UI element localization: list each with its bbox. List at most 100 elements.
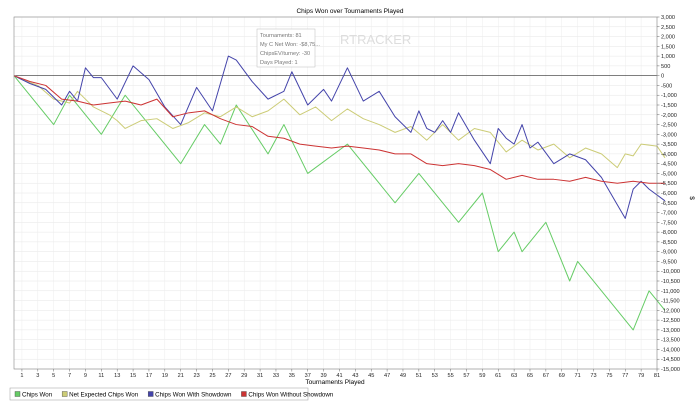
y-tick-label: 2,500 <box>661 25 675 31</box>
x-tick-label: 59 <box>479 373 485 379</box>
legend-swatch <box>61 391 68 397</box>
series-line-chips-won-with-showdown <box>13 55 666 219</box>
x-tick-label: 77 <box>622 373 628 379</box>
x-tick-label: 35 <box>289 373 295 379</box>
y-tick-label: -5,500 <box>661 181 677 187</box>
y-tick-label: 3,000 <box>661 15 675 21</box>
y-tick-label: 1,500 <box>661 44 675 50</box>
y-tick-label: -15,000 <box>661 367 680 373</box>
x-tick-label: 57 <box>463 373 469 379</box>
y-tick-label: -11,500 <box>661 299 680 305</box>
x-tick-label: 23 <box>193 373 199 379</box>
x-tick-label: 55 <box>447 373 453 379</box>
y-tick-label: -11,000 <box>661 289 680 295</box>
x-tick-label: 15 <box>130 373 136 379</box>
x-tick-label: 43 <box>352 373 358 379</box>
y-tick-label: -6,000 <box>661 191 677 197</box>
y-tick-label: -10,500 <box>661 279 680 285</box>
y-tick-label: -1,500 <box>661 103 677 109</box>
y-tick-label: -9,500 <box>661 259 677 265</box>
x-tick-label: 33 <box>273 373 279 379</box>
x-tick-label: 53 <box>432 373 438 379</box>
x-tick-label: 81 <box>654 373 660 379</box>
x-tick-label: 45 <box>368 373 374 379</box>
x-tick-label: 7 <box>68 373 71 379</box>
legend-label[interactable]: Chips Won <box>22 392 53 399</box>
x-tick-label: 75 <box>606 373 612 379</box>
tooltip-line: Tournaments: 81 <box>260 33 302 39</box>
y-tick-label: -1,000 <box>661 93 677 99</box>
legend-swatch <box>147 391 154 397</box>
y-tick-label: -6,500 <box>661 201 677 207</box>
legend-label[interactable]: Chips Won With Showdown <box>155 392 232 399</box>
y-tick-label: -3,500 <box>661 142 677 148</box>
x-tick-label: 31 <box>257 373 263 379</box>
x-axis-title: Tournaments Played <box>305 379 365 386</box>
y-tick-label: -2,500 <box>661 123 677 129</box>
x-tick-label: 9 <box>84 373 87 379</box>
y-tick-label: 500 <box>661 64 670 70</box>
y-tick-label: -13,000 <box>661 328 680 334</box>
tooltip-box <box>256 28 316 68</box>
x-tick-label: 21 <box>178 373 184 379</box>
y-tick-label: 0 <box>661 74 664 80</box>
series-line-chips-won-without-showdown <box>13 75 665 184</box>
x-tick-label: 3 <box>36 373 39 379</box>
y-tick-label: -12,500 <box>661 318 680 324</box>
x-tick-label: 65 <box>527 373 533 379</box>
watermark-text: RTRACKER <box>340 32 411 47</box>
y-tick-label: -13,500 <box>661 338 680 344</box>
tooltip: RTRACKER Tournaments: 81 My C Net Won: -$8… <box>256 28 411 68</box>
y-tick-label: -5,000 <box>661 171 677 177</box>
x-tick-label: 51 <box>416 373 422 379</box>
y-tick-label: -2,000 <box>661 113 677 119</box>
legend-label[interactable]: Net Expected Chips Won <box>69 392 139 399</box>
x-tick-label: 49 <box>400 373 406 379</box>
series-layer <box>13 55 666 331</box>
y-tick-label: -500 <box>661 83 672 89</box>
x-tick-label: 41 <box>336 373 342 379</box>
x-tick-label: 37 <box>305 373 311 379</box>
y-axis-ticks: 3,000 2,500 2,000 1,500 1,000 500 0 -500 -1,000 -… <box>657 15 680 373</box>
legend-swatch <box>14 391 21 397</box>
y-tick-label: -14,500 <box>661 357 680 363</box>
x-tick-label: 79 <box>638 373 644 379</box>
x-tick-label: 11 <box>98 373 104 379</box>
x-tick-label: 29 <box>241 373 247 379</box>
y-tick-label: -4,000 <box>661 152 677 158</box>
x-tick-label: 47 <box>384 373 390 379</box>
x-tick-label: 69 <box>559 373 565 379</box>
x-tick-label: 19 <box>162 373 168 379</box>
y-tick-label: -9,000 <box>661 250 677 256</box>
y-tick-label: 2,000 <box>661 35 675 41</box>
y-tick-label: -8,500 <box>661 240 677 246</box>
x-axis-ticks: 1 3 5 7 9 11 13 15 17 19 21 23 25 27 29 31 33 35 37 39 41 43 4… <box>20 369 660 379</box>
tooltip-line: My C Net Won: -$8,75... <box>260 42 320 48</box>
y-tick-label: 1,000 <box>661 54 675 60</box>
legend-label[interactable]: Chips Won Without Showdown <box>248 392 333 399</box>
series-line-net-expected-chips-won <box>13 75 666 169</box>
series-line-chips-won <box>13 75 666 331</box>
tooltip-line: ChipsEV/turney: -30 <box>260 51 310 57</box>
x-tick-label: 25 <box>209 373 215 379</box>
y-tick-label: -7,000 <box>661 211 677 217</box>
y-tick-label: -4,500 <box>661 162 677 168</box>
legend-box <box>9 387 309 401</box>
x-tick-label: 63 <box>511 373 517 379</box>
y-tick-label: -10,000 <box>661 269 680 275</box>
y-tick-label: -12,000 <box>661 308 680 314</box>
y-tick-label: -7,500 <box>661 220 677 226</box>
legend-swatch <box>241 391 247 397</box>
grid <box>14 16 658 370</box>
y-axis-title: $ <box>688 196 695 200</box>
x-tick-label: 67 <box>543 373 549 379</box>
legend: Chips Won Net Expected Chips Won Chips Won… <box>9 387 334 401</box>
x-tick-label: 5 <box>52 373 55 379</box>
x-tick-label: 39 <box>320 373 326 379</box>
x-tick-label: 17 <box>146 373 152 379</box>
y-tick-label: -14,000 <box>661 347 680 353</box>
x-tick-label: 61 <box>495 373 501 379</box>
tooltip-line: Days Played: 1 <box>260 60 298 66</box>
